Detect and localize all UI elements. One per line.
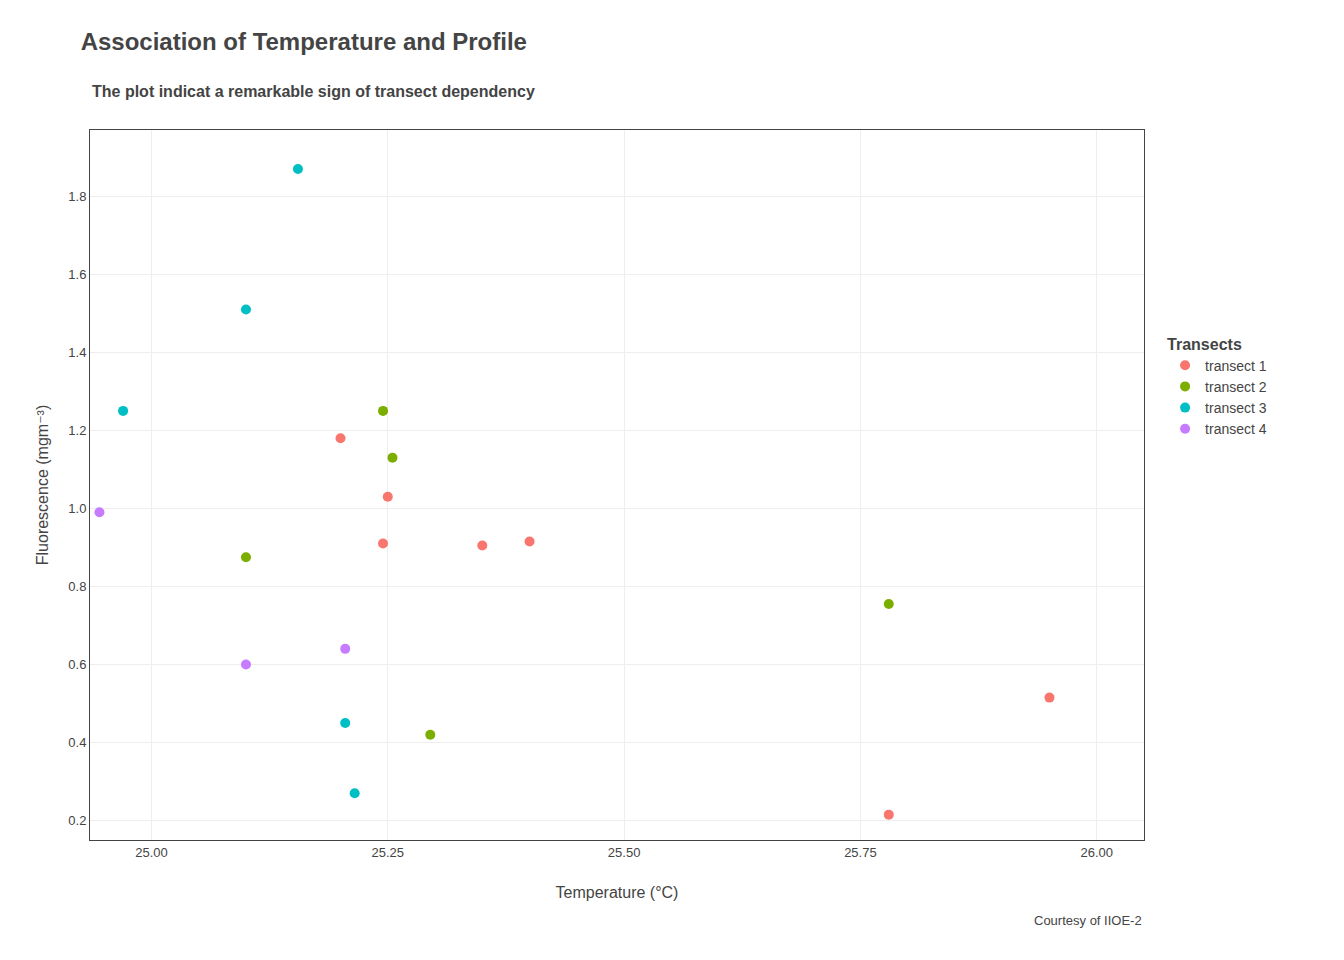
- svg-text:0.2: 0.2: [68, 813, 86, 828]
- svg-text:Transects: Transects: [1167, 336, 1242, 353]
- svg-text:25.75: 25.75: [844, 845, 877, 860]
- svg-text:1.2: 1.2: [68, 423, 86, 438]
- svg-text:0.4: 0.4: [68, 735, 86, 750]
- svg-text:1.4: 1.4: [68, 345, 86, 360]
- svg-text:0.6: 0.6: [68, 657, 86, 672]
- svg-text:Courtesy of IIOE-2: Courtesy of IIOE-2: [1034, 913, 1142, 928]
- svg-text:25.50: 25.50: [608, 845, 641, 860]
- svg-text:1.8: 1.8: [68, 189, 86, 204]
- svg-text:transect 1: transect 1: [1205, 358, 1267, 374]
- svg-text:25.00: 25.00: [135, 845, 168, 860]
- svg-text:transect 3: transect 3: [1205, 400, 1267, 416]
- svg-text:transect 4: transect 4: [1205, 421, 1267, 437]
- svg-text:0.8: 0.8: [68, 579, 86, 594]
- svg-text:1.6: 1.6: [68, 267, 86, 282]
- svg-text:transect 2: transect 2: [1205, 379, 1267, 395]
- svg-text:25.25: 25.25: [371, 845, 404, 860]
- svg-text:26.00: 26.00: [1080, 845, 1113, 860]
- svg-text:The plot indicat a remarkable: The plot indicat a remarkable sign of tr…: [92, 83, 535, 100]
- svg-text:Fluorescence (mgm⁻³): Fluorescence (mgm⁻³): [34, 405, 51, 565]
- svg-text:Association of Temperature and: Association of Temperature and Profile: [81, 28, 527, 55]
- svg-text:1.0: 1.0: [68, 501, 86, 516]
- svg-text:Temperature (°C): Temperature (°C): [556, 884, 679, 901]
